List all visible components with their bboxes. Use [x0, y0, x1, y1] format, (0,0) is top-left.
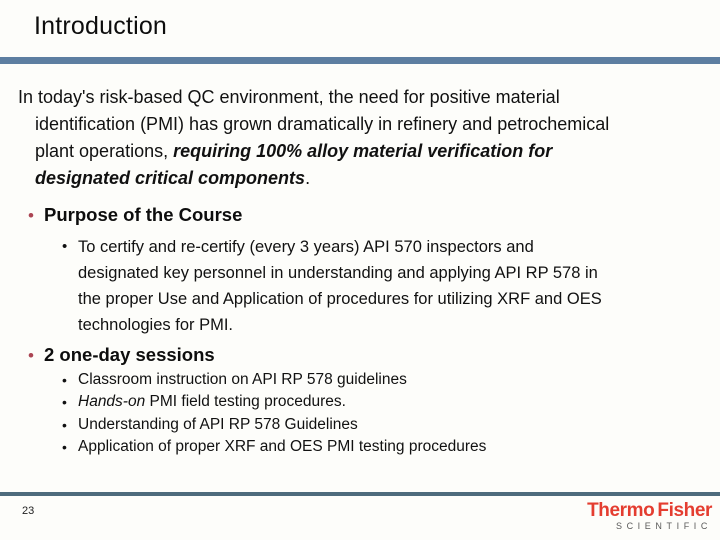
- sessions-heading-row: • 2 one-day sessions: [28, 344, 215, 366]
- thermo-fisher-logo: Thermo Fisher SCIENTIFIC: [587, 501, 712, 531]
- purpose-heading-row: • Purpose of the Course: [28, 204, 242, 226]
- purpose-detail-line: designated key personnel in understandin…: [78, 264, 598, 282]
- bullet-icon: •: [62, 416, 67, 433]
- footer-divider-bar: [0, 492, 720, 496]
- purpose-heading: Purpose of the Course: [44, 204, 243, 225]
- bullet-icon: •: [28, 346, 34, 365]
- bullet-icon: •: [62, 238, 68, 255]
- list-item: • Classroom instruction on API RP 578 gu…: [62, 369, 682, 391]
- bullet-icon: •: [62, 372, 67, 388]
- purpose-detail-line: the proper Use and Application of proced…: [78, 290, 602, 308]
- title-divider-bar: [0, 57, 720, 64]
- list-item-text: Classroom instruction on API RP 578 guid…: [78, 371, 407, 388]
- page-number: 23: [22, 505, 35, 517]
- list-item-text: Understanding of API RP 578 Guidelines: [78, 415, 358, 433]
- purpose-detail-item: • To certify and re-certify (every 3 yea…: [62, 234, 662, 338]
- purpose-detail-line: technologies for PMI.: [78, 316, 233, 334]
- bullet-icon: •: [62, 394, 67, 411]
- list-item-text: Application of proper XRF and OES PMI te…: [78, 437, 487, 455]
- intro-paragraph: In today's risk-based QC environment, th…: [18, 84, 708, 192]
- page-title: Introduction: [34, 12, 168, 40]
- bullet-icon: •: [62, 438, 67, 455]
- list-item: • Understanding of API RP 578 Guidelines: [62, 414, 682, 436]
- list-item: • Hands-on PMI field testing procedures.: [62, 391, 682, 413]
- purpose-detail-line: To certify and re-certify (every 3 years…: [78, 238, 534, 256]
- purpose-detail-text: To certify and re-certify (every 3 years…: [78, 234, 602, 338]
- intro-line: In today's risk-based QC environment, th…: [18, 87, 560, 107]
- bullet-icon: •: [28, 206, 34, 225]
- intro-line: designated critical components.: [35, 168, 311, 188]
- intro-line: plant operations, requiring 100% alloy m…: [35, 141, 553, 161]
- list-item: • Application of proper XRF and OES PMI …: [62, 436, 682, 458]
- logo-tagline: SCIENTIFIC: [615, 521, 712, 531]
- logo-wordmark: Thermo Fisher: [587, 500, 712, 521]
- intro-emphasis: requiring 100% alloy material verificati…: [173, 141, 553, 161]
- intro-line: identification (PMI) has grown dramatica…: [35, 114, 610, 134]
- sessions-list: • Classroom instruction on API RP 578 gu…: [62, 369, 682, 458]
- list-item-text: Hands-on PMI field testing procedures.: [78, 393, 346, 411]
- intro-emphasis: designated critical components: [35, 168, 306, 188]
- sessions-heading: 2 one-day sessions: [44, 344, 215, 365]
